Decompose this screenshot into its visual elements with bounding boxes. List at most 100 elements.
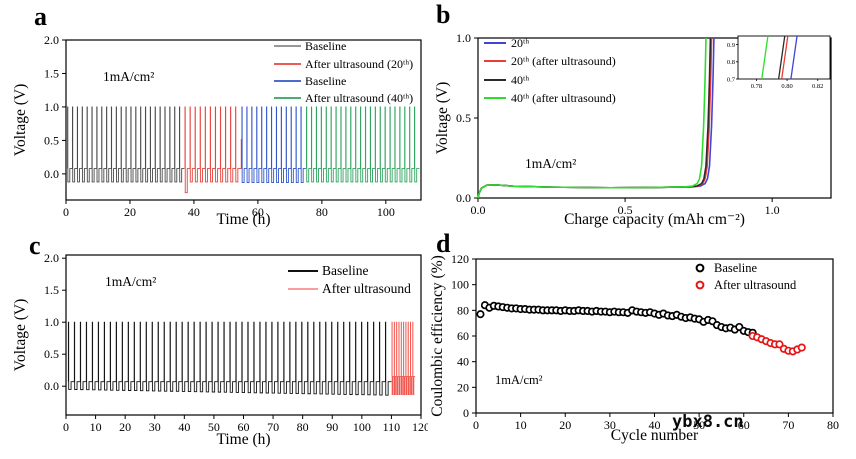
legend-label: 20ᵗʰ [511,36,529,50]
axes-panel-c: 0 10 20 30 40 50 60 70 80 90 100 110 120 0.0 0.5 1.0 1.5… [12,251,428,448]
series-40th-after-ultrasound [477,37,707,199]
y-tick-label: 2.0 [44,33,59,47]
legend-label: Baseline [305,39,346,53]
panel-a-chart: 0 20 40 60 80 100 0.0 0.5 1.0 1.5 2.0 Time (h) Volta… [12,33,422,228]
panel-b-chart: 0.0 0.5 1.0 0.0 0.5 1.0 Charge capacity (mAh c… [434,31,832,228]
x-tick-label: 50 [208,420,220,434]
x-tick-label: 40 [649,418,661,432]
inset-y-tick: 0.9 [727,42,735,49]
series-baseline-2 [241,106,306,184]
series-after-ultrasound-40th [306,106,420,183]
inset-y-tick: 0.7 [727,76,736,83]
x-tick-label: 90 [326,420,338,434]
x-tick-label: 110 [383,420,401,434]
watermark: ybx8.cn [672,412,744,432]
y-tick-label: 0.0 [456,191,471,205]
inset-zoom: 0.78 0.80 0.82 0.7 0.8 0.9 [727,35,831,90]
x-tick-label: 20 [124,205,136,219]
x-tick-label: 0 [63,420,69,434]
x-tick-label: 10 [90,420,102,434]
x-tick-label: 80 [297,420,309,434]
x-ticks: 0 10 20 30 40 50 60 70 80 90 100 110 120 [63,415,428,434]
x-tick-label: 30 [604,418,616,432]
panel-label-d: d [436,229,451,258]
inset-x-tick: 0.80 [781,83,792,90]
y-tick-label: 0.5 [44,133,59,147]
x-tick-label: 120 [412,420,428,434]
x-tick-label: 100 [377,205,395,219]
y-tick-label: 120 [451,252,469,266]
axes-panel-b: 0.0 0.5 1.0 0.0 0.5 1.0 Charge capacity (mAh c… [434,31,832,228]
x-ticks: 0 10 20 30 40 50 60 70 80 [473,413,839,432]
x-tick-label: 0.0 [471,203,486,217]
axes-panel-d: 0 10 20 30 40 50 60 70 80 0 20 40 60 80 100 120 Cycle nu… [429,252,839,444]
inset-line-20th [790,35,798,80]
series-after-ultrasound [391,321,416,395]
legend-panel-c: Baseline After ultrasound [288,263,411,296]
y-tick-label: 20 [457,380,469,394]
y-tick-label: 0 [463,406,469,420]
x-tick-label: 0.5 [618,203,633,217]
x-tick-label: 30 [149,420,161,434]
y-tick-label: 0.0 [44,379,59,393]
y-tick-label: 1.0 [44,100,59,114]
x-axis-label: Time (h) [216,431,270,448]
inset-x-tick: 0.78 [751,83,762,90]
panel-label-b: b [436,0,451,29]
y-tick-label: 60 [457,329,469,343]
legend-label: After ultrasound [714,278,797,292]
x-tick-label: 70 [782,418,794,432]
inset-x-tick: 0.82 [812,83,823,90]
legend-label: 40ᵗʰ (after ultrasound) [511,91,616,105]
series-baseline-1 [67,106,185,183]
y-tick-label: 0.5 [456,111,471,125]
y-ticks: 0 20 40 60 80 100 120 [451,252,476,420]
y-ticks: 0.0 0.5 1.0 1.5 2.0 [44,251,66,393]
inset-line-40th [777,35,786,80]
x-ticks: 0 20 40 60 80 100 [63,200,395,219]
series-after-ultrasound [748,331,806,356]
inset-line-40th-after-ultrasound [761,35,769,80]
panel-c-chart: 0 10 20 30 40 50 60 70 80 90 100 110 120 0.0 0.5 1.0 1.5… [12,251,428,448]
y-tick-label: 1.0 [44,315,59,329]
x-tick-label: 70 [267,420,279,434]
axes-panel-a: 0 20 40 60 80 100 0.0 0.5 1.0 1.5 2.0 Time (h) Volta… [12,33,422,228]
y-tick-label: 80 [457,303,469,317]
panel-d-chart: 0 10 20 30 40 50 60 70 80 0 20 40 60 80 100 120 Cycle nu… [429,252,839,444]
current-density-annotation: 1mA/cm² [105,274,156,289]
y-axis-label: Voltage (V) [434,82,451,154]
x-axis-label: Time (h) [216,211,270,228]
x-tick-label: 0 [63,205,69,219]
series-baseline [67,321,392,396]
x-tick-label: 80 [827,418,839,432]
y-tick-label: 1.0 [456,31,471,45]
y-tick-label: 2.0 [44,251,59,265]
legend-marker [695,263,705,273]
y-ticks: 0.0 0.5 1.0 [456,31,478,205]
x-tick-label: 60 [252,205,264,219]
legend-label: 20ᵗʰ (after ultrasound) [511,54,616,68]
legend-label: Baseline [305,74,346,88]
y-axis-label: Voltage (V) [12,84,29,156]
current-density-annotation: 1mA/cm² [103,69,154,84]
legend-panel-b: 20ᵗʰ 20ᵗʰ (after ultrasound) 40ᵗʰ 40ᵗʰ (aft… [484,36,616,105]
x-tick-label: 60 [738,418,750,432]
x-tick-label: 80 [316,205,328,219]
x-tick-label: 60 [238,420,250,434]
x-tick-label: 40 [188,205,200,219]
y-ticks: 0.0 0.5 1.0 1.5 2.0 [44,33,66,181]
x-tick-label: 40 [178,420,190,434]
series-baseline [476,301,757,337]
y-tick-label: 1.5 [44,66,59,80]
x-tick-label: 0 [473,418,479,432]
legend-label: 40ᵗʰ [511,73,529,87]
panel-label-a: a [34,2,47,31]
legend-label: After ultrasound (40ᵗʰ) [305,91,413,105]
x-tick-label: 1.0 [765,203,780,217]
x-tick-label: 10 [515,418,527,432]
x-axis-label: Cycle number [611,427,699,444]
legend-panel-a: Baseline After ultrasound (20ᵗʰ) Baseline A… [274,39,413,105]
inset-line-20th-after-ultrasound [781,35,789,80]
legend-panel-d: Baseline After ultrasound [695,261,797,292]
